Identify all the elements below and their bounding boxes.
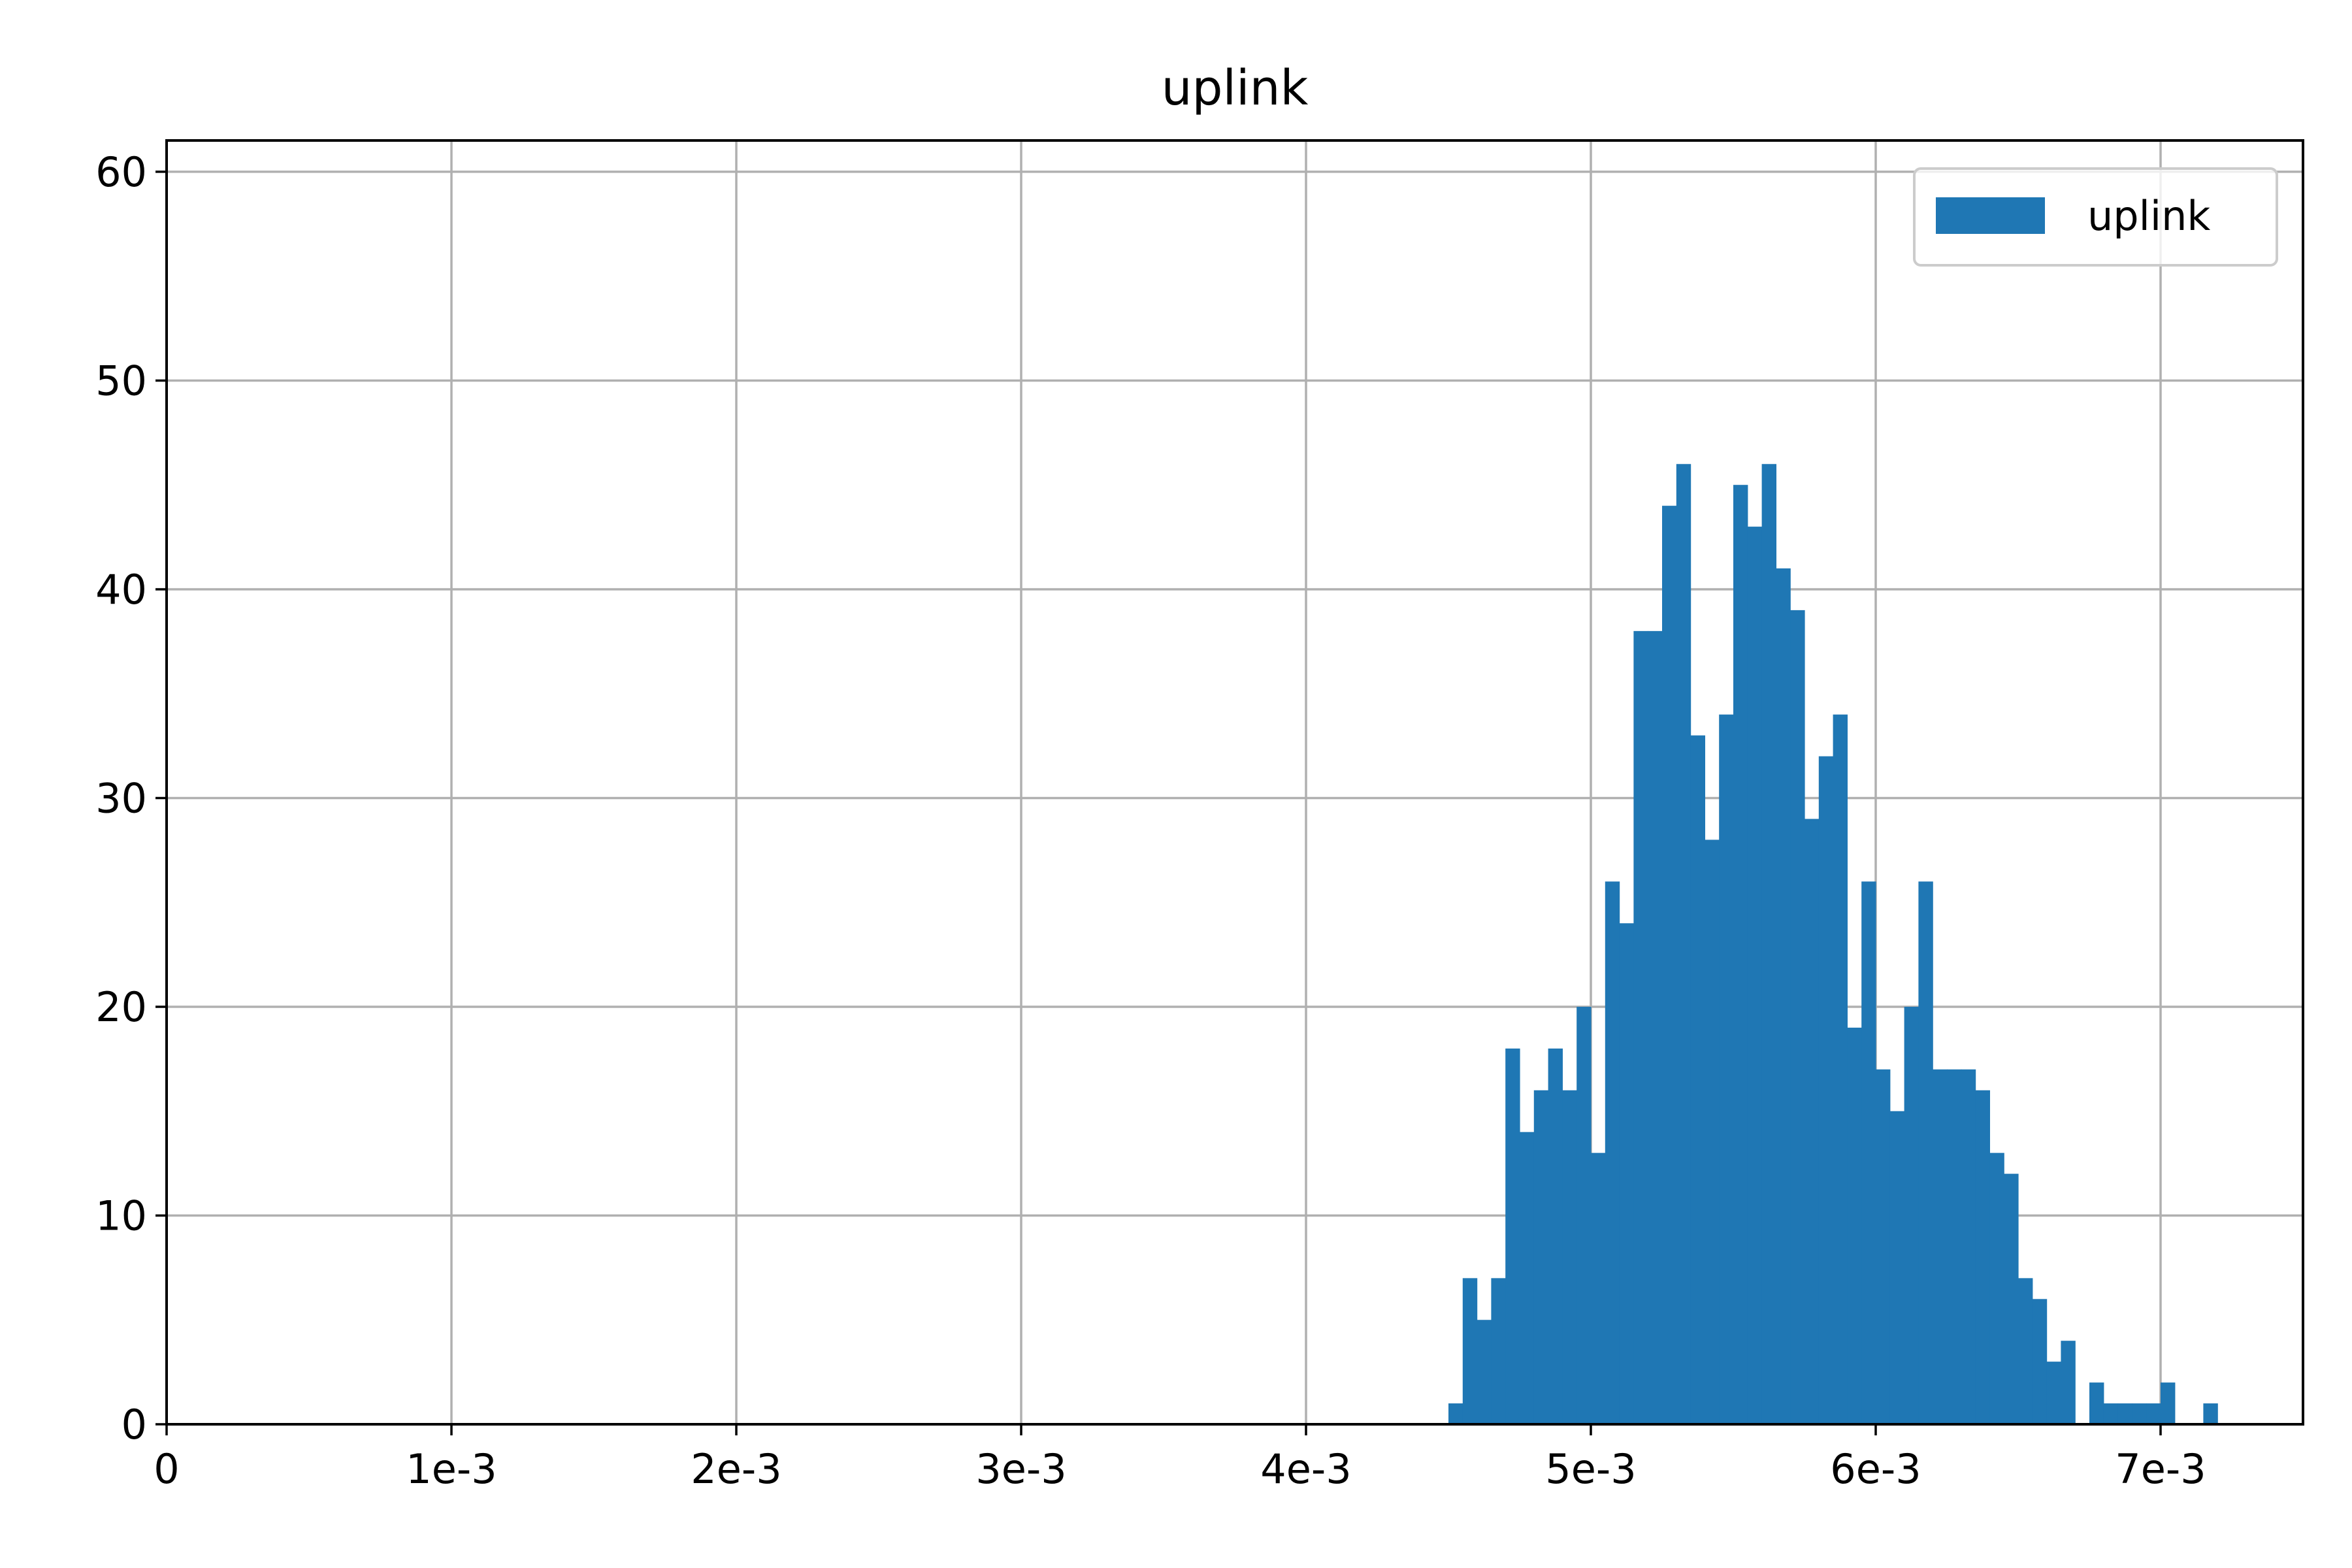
x-tick-label: 0 xyxy=(154,1445,179,1493)
y-tick-label: 50 xyxy=(95,357,147,404)
legend-label: uplink xyxy=(2087,192,2210,240)
histogram-bar xyxy=(1619,923,1634,1424)
chart-title: uplink xyxy=(1162,60,1309,116)
histogram-bar xyxy=(2161,1382,2176,1424)
histogram-bar xyxy=(1719,714,1734,1424)
x-tick-label: 4e-3 xyxy=(1260,1445,1351,1493)
histogram-bar xyxy=(1847,1027,1862,1424)
y-tick-label: 60 xyxy=(95,148,147,196)
legend-box xyxy=(1913,167,2278,267)
histogram-bar xyxy=(1733,485,1748,1425)
histogram-bar xyxy=(1776,568,1791,1424)
histogram-bar xyxy=(1477,1320,1492,1424)
histogram-bar xyxy=(1861,881,1876,1424)
histogram-bar xyxy=(1876,1069,1891,1424)
y-tick-label: 20 xyxy=(95,983,147,1031)
histogram-bar xyxy=(1961,1069,1976,1424)
x-tick-label: 3e-3 xyxy=(975,1445,1066,1493)
histogram-bar xyxy=(1947,1069,1962,1424)
histogram-bar xyxy=(1448,1403,1463,1424)
histogram-bar xyxy=(1533,1090,1549,1424)
legend: uplink xyxy=(1913,167,2278,267)
x-tick-label: 6e-3 xyxy=(1830,1445,1921,1493)
histogram-bar xyxy=(2046,1362,2061,1424)
y-tick-label: 40 xyxy=(95,566,147,613)
histogram-bar xyxy=(2018,1278,2033,1424)
histogram-bars xyxy=(1448,464,2218,1425)
histogram-bar xyxy=(2146,1403,2161,1424)
histogram-bar xyxy=(1562,1090,1577,1424)
y-tick-label: 0 xyxy=(122,1401,147,1448)
x-tick-label: 5e-3 xyxy=(1545,1445,1636,1493)
x-tick-label: 7e-3 xyxy=(2115,1445,2206,1493)
histogram-bar xyxy=(1520,1132,1535,1424)
histogram-bar xyxy=(1491,1278,1506,1424)
histogram-bar xyxy=(1933,1069,1948,1424)
plot-frame xyxy=(165,139,2304,1426)
histogram-bar xyxy=(1790,610,1805,1424)
histogram-bar xyxy=(1548,1048,1563,1424)
histogram-bar xyxy=(2032,1299,2048,1424)
histogram-bar xyxy=(1833,714,1848,1424)
histogram-bar xyxy=(1591,1152,1606,1424)
histogram-bar xyxy=(1904,1006,1919,1424)
histogram-bar xyxy=(1889,1111,1905,1424)
histogram-bar xyxy=(1747,527,1763,1424)
legend-swatch xyxy=(1936,197,2045,234)
histogram-bar xyxy=(2004,1173,2019,1424)
histogram-bar xyxy=(1805,819,1820,1424)
histogram-bar xyxy=(1505,1048,1520,1424)
histogram-bar xyxy=(1761,464,1776,1424)
histogram-bar xyxy=(2203,1403,2218,1424)
histogram-bar xyxy=(2061,1341,2076,1424)
histogram-bar xyxy=(1662,506,1677,1424)
histogram-bar xyxy=(1676,464,1691,1424)
y-tick-label: 10 xyxy=(95,1192,147,1239)
histogram-bar xyxy=(1705,840,1720,1424)
histogram-bar xyxy=(1576,1006,1592,1424)
histogram-bar xyxy=(1462,1278,1478,1424)
histogram-bar xyxy=(1918,881,1933,1424)
histogram-bar xyxy=(1605,881,1620,1424)
y-tick-label: 30 xyxy=(95,774,147,822)
histogram-bar xyxy=(2117,1403,2132,1424)
histogram-bar xyxy=(2089,1382,2104,1424)
histogram-bar xyxy=(1989,1152,2004,1424)
histogram-bar xyxy=(1648,630,1663,1424)
axis-ticks: 0 1e-3 2e-3 3e-3 4e-3 5e-3 6e-3 7e-3 0 10 20 30 40 50… xyxy=(95,148,2206,1493)
histogram-bar xyxy=(1818,756,1834,1424)
histogram-bar xyxy=(2103,1403,2119,1424)
x-tick-label: 1e-3 xyxy=(406,1445,497,1493)
x-tick-label: 2e-3 xyxy=(691,1445,781,1493)
histogram-bar xyxy=(2132,1403,2147,1424)
histogram-bar xyxy=(1690,735,1705,1424)
histogram-bar xyxy=(1633,630,1648,1424)
histogram-bar xyxy=(1975,1090,1990,1424)
